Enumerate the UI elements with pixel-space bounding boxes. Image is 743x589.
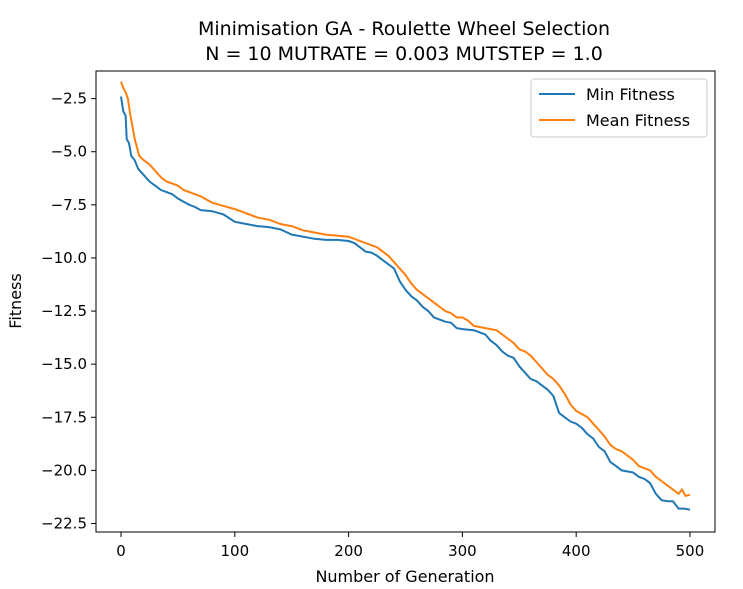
x-tick-label: 500 (676, 542, 705, 560)
series-line-min-fitness (120, 96, 691, 511)
x-tick-label: 100 (220, 542, 249, 560)
series-line-mean-fitness (120, 81, 691, 497)
y-tick-label: −5.0 (51, 143, 87, 161)
y-tick-label: −17.5 (41, 408, 87, 426)
y-tick-label: −20.0 (41, 461, 87, 479)
y-tick-label: −10.0 (41, 249, 87, 267)
x-tick-label: 0 (116, 542, 126, 560)
x-tick-label: 200 (334, 542, 363, 560)
chart-subtitle: N = 10 MUTRATE = 0.003 MUTSTEP = 1.0 (205, 43, 603, 65)
series-lines (120, 81, 691, 511)
chart-legend: Min Fitness Mean Fitness (530, 78, 708, 138)
y-tick-label: −15.0 (41, 355, 87, 373)
y-tick-label: −12.5 (41, 302, 87, 320)
legend-label-min-fitness: Min Fitness (586, 85, 675, 104)
y-axis-ticks: −2.5 −5.0 −7.5 −10.0 −12.5 −15.0 −17.5 −20.0 −22… (41, 90, 96, 533)
x-axis-label: Number of Generation (315, 567, 494, 586)
y-tick-label: −7.5 (51, 196, 87, 214)
x-tick-label: 300 (448, 542, 477, 560)
y-tick-label: −22.5 (41, 515, 87, 533)
legend-label-mean-fitness: Mean Fitness (586, 111, 690, 130)
y-axis-label: Fitness (6, 273, 25, 328)
plot-area-frame (95, 70, 716, 533)
y-tick-label: −2.5 (51, 90, 87, 108)
x-tick-label: 400 (562, 542, 591, 560)
chart-title: Minimisation GA - Roulette Wheel Selecti… (198, 18, 610, 40)
x-axis-ticks: 0 100 200 300 400 500 (116, 532, 704, 560)
